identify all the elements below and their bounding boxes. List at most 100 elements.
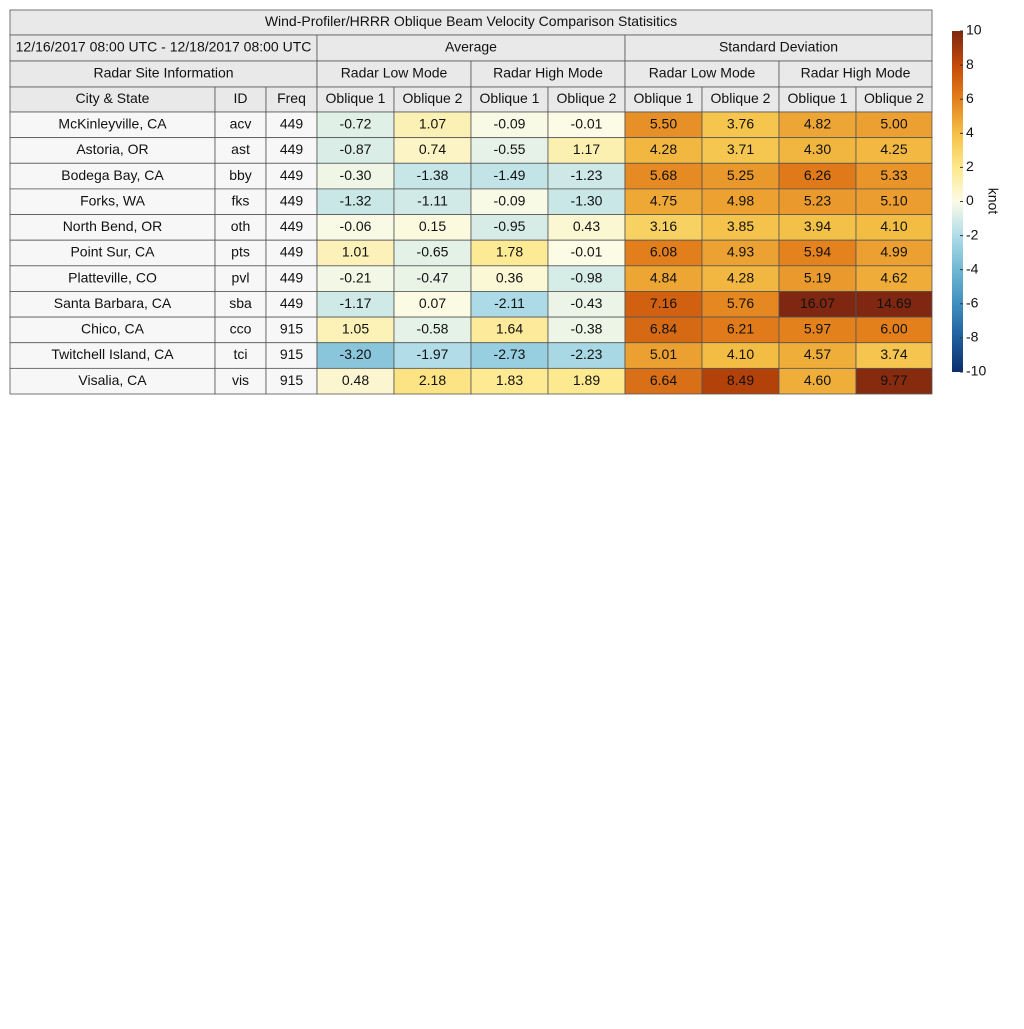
site-cell: 449	[280, 244, 304, 260]
colorbar-tick-label: -4	[966, 260, 979, 276]
value-cell: 0.48	[342, 372, 369, 388]
value-cell: 5.68	[650, 167, 677, 183]
value-cell-cell	[393, 137, 472, 164]
value-cell-cell	[624, 162, 703, 190]
colorbar-tick-label: 6	[966, 90, 974, 106]
value-cell: 5.19	[804, 269, 831, 285]
site-cell: pts	[231, 244, 250, 260]
site-cell: Astoria, OR	[76, 141, 148, 157]
value-cell: -0.30	[340, 167, 372, 183]
value-cell-cell	[701, 342, 780, 369]
value-cell: 4.25	[880, 141, 907, 157]
value-cell: 1.17	[573, 141, 600, 157]
value-cell-cell	[470, 137, 549, 164]
value-cell: 0.43	[573, 218, 600, 234]
site-cell: 915	[280, 346, 304, 362]
value-cell-cell	[855, 291, 933, 318]
value-cell: -1.32	[340, 192, 372, 208]
site-cell-cell	[265, 111, 318, 139]
column-header: Oblique 1	[326, 90, 386, 106]
value-cell: -0.01	[571, 244, 603, 260]
value-cell: 0.15	[419, 218, 446, 234]
value-cell: 4.98	[727, 192, 754, 208]
value-cell-cell	[855, 162, 933, 190]
period: 12/16/2017 08:00 UTC - 12/18/2017 08:00 …	[16, 39, 312, 55]
value-cell: 4.60	[804, 372, 831, 388]
site-cell-cell	[9, 188, 216, 215]
value-cell: 5.00	[880, 116, 907, 132]
mode-header: Radar High Mode	[493, 65, 603, 81]
value-cell-cell	[855, 188, 933, 215]
value-cell: -0.38	[571, 321, 603, 337]
value-cell-cell	[316, 367, 395, 395]
value-cell: 4.99	[880, 244, 907, 260]
colorbar-tick-label: 4	[966, 124, 974, 140]
value-cell: 6.84	[650, 321, 677, 337]
value-cell: 8.49	[727, 372, 754, 388]
value-cell: -0.87	[340, 141, 372, 157]
column-header: Oblique 2	[864, 90, 924, 106]
value-cell-cell	[855, 367, 933, 395]
column-header-cell	[855, 86, 933, 113]
site-cell: Bodega Bay, CA	[61, 167, 164, 183]
site-cell: sba	[229, 295, 252, 311]
value-cell: -0.43	[571, 295, 603, 311]
value-cell: 5.01	[650, 346, 677, 362]
value-cell-cell	[316, 214, 395, 241]
value-cell-cell	[855, 137, 933, 164]
column-header: Oblique 2	[403, 90, 463, 106]
value-cell-cell	[547, 239, 626, 267]
value-cell: 1.05	[342, 321, 369, 337]
value-cell: 1.07	[419, 116, 446, 132]
value-cell: -0.21	[340, 269, 372, 285]
value-cell: 5.33	[880, 167, 907, 183]
site-cell-cell	[214, 316, 267, 344]
value-cell-cell	[393, 316, 472, 344]
table-title-cell	[9, 9, 933, 36]
site-cell-cell	[265, 265, 318, 292]
value-cell-cell	[547, 342, 626, 369]
value-cell: 1.01	[342, 244, 369, 260]
site-cell: pvl	[232, 269, 250, 285]
value-cell-cell	[778, 291, 857, 318]
value-cell-cell	[470, 291, 549, 318]
column-header: Oblique 1	[634, 90, 694, 106]
value-cell: -0.09	[494, 192, 526, 208]
value-cell-cell	[855, 316, 933, 344]
column-header: Oblique 2	[711, 90, 771, 106]
site-cell: 449	[280, 295, 304, 311]
value-cell-cell	[701, 111, 780, 139]
value-cell: -0.65	[417, 244, 449, 260]
site-cell-cell	[265, 214, 318, 241]
value-cell: -0.47	[417, 269, 449, 285]
site-cell: Chico, CA	[81, 321, 145, 337]
value-cell-cell	[316, 239, 395, 267]
value-cell: -1.97	[417, 346, 449, 362]
value-cell-cell	[701, 367, 780, 395]
colorbar	[952, 31, 963, 372]
value-cell: 6.21	[727, 321, 754, 337]
site-cell: Visalia, CA	[78, 372, 147, 388]
value-cell-cell	[470, 188, 549, 215]
mode-header: Radar High Mode	[801, 65, 911, 81]
site-cell-cell	[214, 188, 267, 215]
table-title: Wind-Profiler/HRRR Oblique Beam Velocity…	[265, 13, 677, 29]
value-cell: 4.75	[650, 192, 677, 208]
value-cell-cell	[624, 111, 703, 139]
site-cell-cell	[9, 291, 216, 318]
site-cell-cell	[214, 342, 267, 369]
value-cell: -0.55	[494, 141, 526, 157]
colorbar-tick-label: 10	[966, 22, 982, 38]
column-header: ID	[234, 90, 248, 106]
group-header: Standard Deviation	[719, 39, 838, 55]
site-cell-cell	[265, 342, 318, 369]
site-cell: 449	[280, 167, 304, 183]
column-header-cell	[701, 86, 780, 113]
value-cell: 16.07	[800, 295, 835, 311]
column-header: Oblique 2	[557, 90, 617, 106]
value-cell: -0.01	[571, 116, 603, 132]
value-cell-cell	[547, 162, 626, 190]
value-cell: 4.62	[880, 269, 907, 285]
column-header-cell	[9, 86, 216, 113]
value-cell-cell	[316, 316, 395, 344]
